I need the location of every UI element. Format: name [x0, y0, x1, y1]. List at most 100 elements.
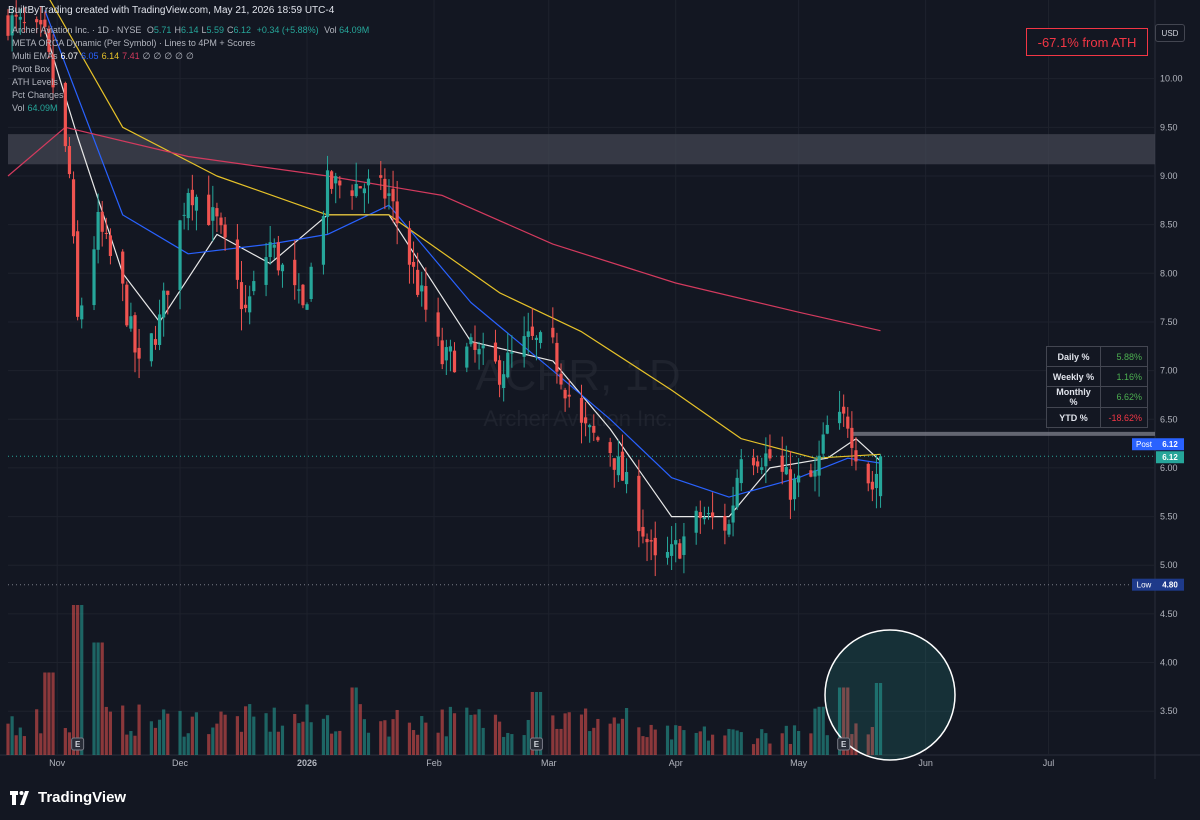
candle-body: [821, 434, 825, 454]
earnings-marker: [529, 737, 543, 751]
candle-body: [153, 339, 158, 345]
candle-body: [440, 340, 444, 365]
candle-body: [162, 290, 166, 318]
volume-bar: [76, 605, 80, 755]
indicator-row[interactable]: Vol 64.09M: [12, 102, 369, 115]
volume-bar: [534, 692, 539, 755]
volume-bar: [338, 730, 342, 755]
candle-body: [219, 217, 223, 226]
candle-body: [751, 457, 756, 466]
candle-body: [383, 178, 387, 199]
candle-body: [530, 326, 534, 336]
indicator-value: 6.07: [60, 51, 79, 61]
volume-bar: [387, 736, 391, 755]
candle-body: [534, 337, 539, 340]
candle-body: [645, 538, 649, 543]
ohlc-l: L5.59: [201, 25, 225, 35]
time-tick-label: Feb: [426, 758, 442, 768]
candle-body: [850, 427, 854, 448]
pivot-zone: [8, 134, 1155, 165]
candle-body: [338, 180, 342, 186]
candle-body: [305, 304, 309, 310]
volume-bar: [502, 736, 506, 755]
volume-bar: [252, 716, 256, 755]
candle-body: [67, 146, 72, 175]
volume-bar: [223, 714, 227, 755]
candle-body: [596, 437, 600, 441]
candle-body: [563, 389, 567, 399]
volume-bar: [756, 738, 760, 755]
indicator-row[interactable]: Pivot Box: [12, 63, 369, 76]
candle-body: [710, 512, 715, 518]
time-tick-label: 2026: [297, 758, 317, 768]
volume-bar: [334, 731, 338, 755]
candle-body: [702, 517, 706, 520]
candle-body: [837, 411, 842, 424]
candle-body: [555, 342, 559, 372]
watermark-name: Archer Aviation Inc.: [483, 406, 672, 431]
candle-body: [223, 224, 227, 238]
candle-body: [608, 442, 612, 453]
tradingview-logo[interactable]: TradingView: [10, 789, 126, 806]
price-value-bg: [1156, 451, 1184, 464]
currency-button[interactable]: USD: [1155, 24, 1185, 42]
volume-bar: [579, 714, 584, 755]
volume-bar: [723, 735, 727, 755]
candle-body: [129, 316, 133, 329]
candle-body: [706, 513, 711, 515]
volume-bar: [424, 722, 428, 755]
price-tick-label: 9.00: [1160, 171, 1178, 181]
indicator-value: ∅: [175, 51, 184, 61]
candle-body: [506, 352, 510, 378]
candle-body: [39, 20, 43, 25]
volume-bar: [297, 723, 301, 755]
volume-bar: [22, 736, 26, 755]
candle-body: [420, 285, 424, 292]
candle-body: [878, 456, 883, 497]
pct-value: 1.16%: [1100, 366, 1148, 387]
volume-bar: [608, 723, 612, 755]
volume-bar: [264, 713, 268, 755]
volume-bar: [178, 710, 182, 755]
indicator-row[interactable]: Multi EMAs 6.07 6.05 6.14 7.41 ∅ ∅ ∅ ∅ ∅: [12, 50, 369, 63]
price-tick-label: 8.50: [1160, 220, 1178, 230]
candle-body: [502, 374, 506, 388]
time-axis[interactable]: Nov Dec 2026 Feb Mar Apr May Jun Jul: [49, 758, 1054, 768]
candle-body: [379, 175, 383, 178]
indicator-row[interactable]: META ORCA Dynamic (Per Symbol) · Lines t…: [12, 37, 369, 50]
volume-bar: [211, 727, 215, 755]
volume-bar: [780, 733, 784, 755]
price-axis[interactable]: 3.50 4.00 4.50 5.00 5.50 6.00 6.50 7.00 7.50 8.00…: [1160, 74, 1183, 717]
candle-body: [670, 544, 674, 556]
volume-bar: [481, 727, 485, 755]
candle-body: [22, 22, 26, 24]
candle-body: [92, 249, 96, 306]
candle-body: [358, 186, 362, 189]
pct-value: -18.62%: [1100, 407, 1148, 428]
volume-bar: [14, 735, 18, 755]
candle-body: [264, 257, 268, 285]
candle-body: [6, 15, 10, 36]
pct-label: YTD %: [1046, 407, 1101, 428]
candle-body: [243, 304, 248, 309]
indicator-row[interactable]: Pct Changes: [12, 89, 369, 102]
price-value-text: 4.80: [1162, 581, 1178, 590]
candle-body: [211, 207, 215, 221]
candle-body: [481, 345, 485, 349]
volume-bar: [379, 721, 383, 755]
candle-body: [182, 214, 186, 216]
candle-body: [727, 524, 731, 535]
time-tick-label: Apr: [669, 758, 683, 768]
volume-bar: [551, 715, 555, 755]
candle-body: [559, 373, 563, 385]
indicator-name: Pct Changes: [12, 90, 64, 100]
candle-body: [760, 467, 764, 470]
volume-bar: [813, 708, 817, 755]
volume-bar: [43, 672, 47, 755]
candle-body: [252, 281, 256, 292]
indicator-row[interactable]: ATH Levels: [12, 76, 369, 89]
volume-bar: [530, 692, 534, 755]
volume-bar: [842, 687, 846, 755]
